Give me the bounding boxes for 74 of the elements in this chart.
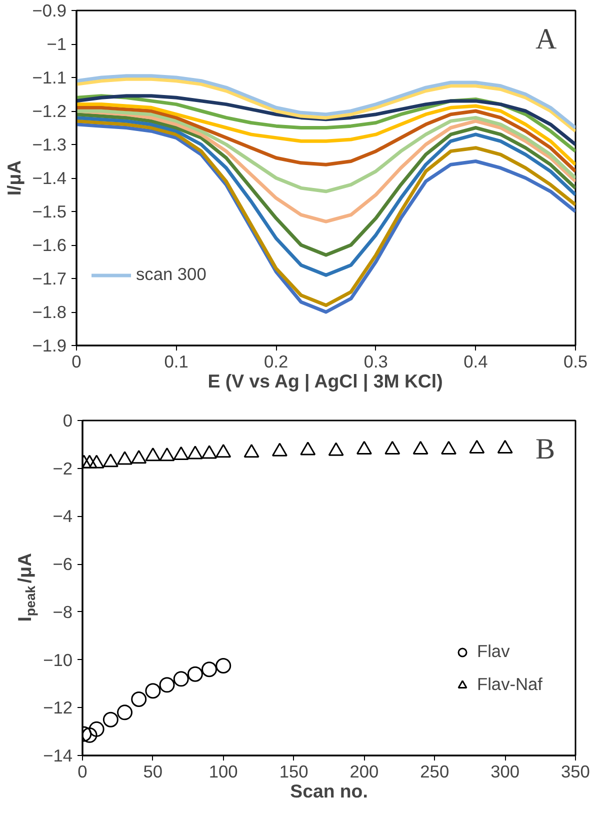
y-tick-label: −1	[46, 34, 67, 54]
point	[173, 446, 189, 460]
point	[300, 442, 316, 456]
x-tick-label: 50	[143, 762, 163, 782]
y-tick-label: −1.1	[32, 68, 67, 88]
point	[244, 444, 260, 458]
point	[440, 440, 456, 454]
legend-label: Flav	[477, 641, 510, 662]
point	[117, 451, 133, 465]
annotation: B	[536, 434, 556, 466]
x-tick-label: 0.5	[563, 352, 588, 372]
x-tick-label: 200	[350, 762, 379, 782]
point	[497, 440, 513, 454]
y-tick-label: −1.3	[32, 134, 67, 154]
y-tick-label: −12	[43, 698, 73, 718]
x-axis-title: Scan no.	[290, 780, 368, 802]
point	[159, 448, 175, 462]
y-tick-label: 0	[62, 410, 73, 430]
point	[102, 454, 118, 468]
x-tick-label: 0.3	[364, 352, 388, 372]
x-tick-label: 100	[208, 762, 238, 782]
y-tick-label: −10	[43, 650, 73, 670]
point	[88, 721, 104, 737]
point	[202, 662, 218, 678]
x-tick-label: 0.2	[264, 352, 288, 372]
y-tick-label: −1.7	[32, 268, 67, 288]
y-axis-title: I/μA	[3, 160, 24, 196]
point	[356, 440, 372, 454]
y-axis-title: Ipeak/μA	[14, 553, 38, 622]
y-tick-label: −6	[52, 554, 73, 574]
x-tick-label: 0.1	[164, 352, 188, 372]
x-axis-title: E (V vs Ag | AgCl | 3M KCl)	[208, 370, 443, 392]
y-tick-label: −0.9	[32, 0, 67, 20]
point	[216, 444, 232, 458]
y-tick-label: −1.6	[32, 235, 67, 255]
y-tick-label: −8	[52, 602, 73, 622]
point	[412, 440, 428, 454]
y-tick-label: −1.4	[32, 168, 67, 188]
point	[82, 727, 98, 743]
x-tick-label: 0	[78, 762, 88, 782]
point	[88, 454, 104, 468]
point	[131, 450, 147, 464]
legend-label: Flav-Naf	[477, 674, 542, 695]
annotation: A	[536, 24, 557, 56]
y-tick-label: −14	[43, 746, 73, 766]
y-tick-label: −1.2	[32, 101, 67, 121]
y-tick-label: −2	[52, 458, 73, 478]
point	[117, 704, 133, 720]
point	[102, 712, 118, 728]
point	[469, 440, 485, 454]
point	[82, 454, 98, 468]
point	[384, 440, 400, 454]
point	[202, 445, 218, 459]
point	[159, 677, 175, 693]
x-tick-label: 250	[420, 762, 450, 782]
point	[173, 671, 189, 687]
y-tick-label: −4	[52, 506, 73, 526]
point	[272, 442, 288, 456]
y-tick-label: −1.8	[32, 302, 67, 322]
legend-label: scan 300	[136, 264, 206, 285]
point	[187, 666, 203, 682]
point	[328, 442, 344, 456]
y-tick-label: −1.9	[32, 336, 67, 356]
x-tick-label: 300	[490, 762, 520, 782]
y-tick-label: −1.5	[32, 202, 67, 222]
line-series	[76, 109, 576, 194]
point	[145, 683, 161, 699]
x-tick-label: 150	[279, 762, 308, 782]
point	[131, 692, 147, 708]
point	[145, 448, 161, 462]
x-tick-label: 0.4	[464, 352, 488, 372]
x-tick-label: 350	[561, 762, 590, 782]
point	[187, 446, 203, 460]
point	[216, 658, 232, 674]
